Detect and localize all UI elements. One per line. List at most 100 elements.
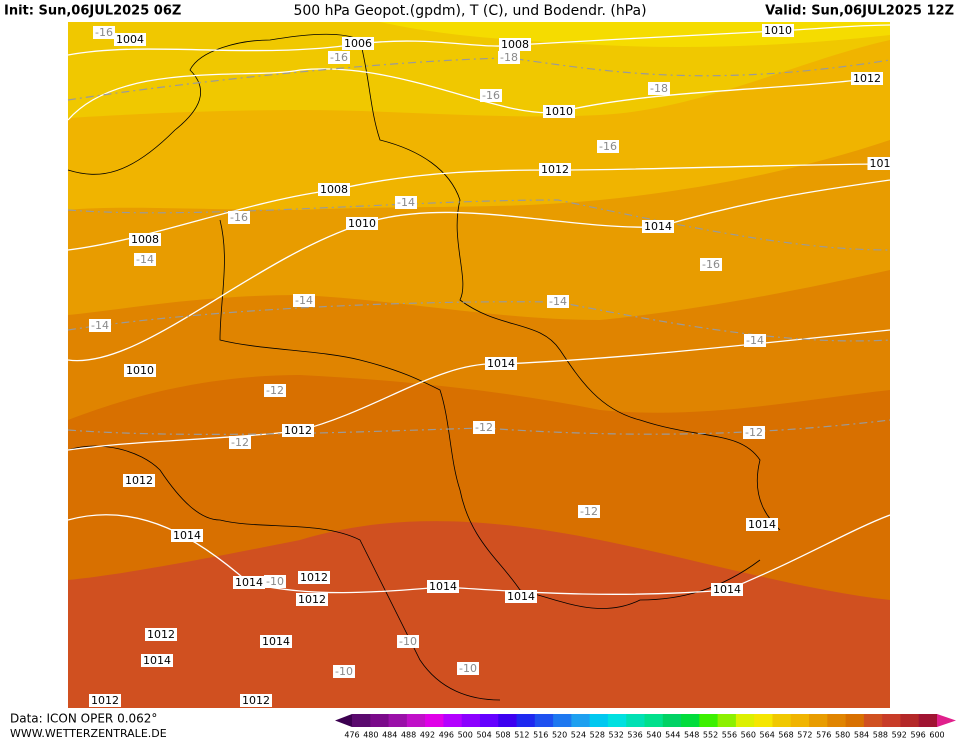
temperature-label: -12: [231, 436, 249, 449]
temperature-label: -10: [459, 662, 477, 675]
init-time: Init: Sun,06JUL2025 06Z: [4, 4, 181, 19]
temperature-label-box: [89, 319, 111, 332]
isobar-label-box: [346, 217, 378, 230]
isobar-label-group: 1012: [539, 163, 571, 176]
temperature-label-box: [743, 426, 765, 439]
isobar-label-box: [114, 33, 146, 46]
scale-label: 540: [646, 731, 661, 740]
isobar-label: 1014: [748, 518, 776, 531]
temperature-label-box: [333, 665, 355, 678]
temperature-label-group: -14: [89, 319, 111, 332]
isobar-label: 1010: [764, 24, 792, 37]
scale-box: [589, 714, 609, 727]
scale-box: [370, 714, 390, 727]
temperature-label-box: [293, 294, 315, 307]
temperature-label-box: [264, 384, 286, 397]
isobar-label: 1008: [501, 38, 529, 51]
temperature-label-group: -10: [264, 575, 286, 588]
temperature-label: -16: [599, 140, 617, 153]
scale-box: [425, 714, 444, 727]
isobar-label-group: 1008: [499, 38, 531, 51]
temperature-label-box: [395, 196, 417, 209]
isobar-label-group: 1014: [141, 654, 173, 667]
scale-label: 548: [684, 731, 699, 740]
temperature-label-box: [93, 26, 115, 39]
temperature-label: -14: [91, 319, 109, 332]
temperature-label-group: -14: [395, 196, 417, 209]
temperature-label-group: -12: [229, 436, 251, 449]
isobar-label-group: 1012: [851, 72, 883, 85]
isobar-label-box: [543, 105, 575, 118]
isobar-label-box: [89, 694, 121, 707]
scale-label: 568: [778, 731, 793, 740]
isobar-label-group: 1014: [711, 583, 743, 596]
scale-label: 596: [910, 731, 925, 740]
isobar-label-box: [499, 38, 531, 51]
temperature-label-group: -10: [457, 662, 479, 675]
scale-label: 588: [873, 731, 888, 740]
scale-label: 476: [344, 731, 359, 740]
isobar-label-box: [505, 590, 537, 603]
temperature-label: -10: [399, 635, 417, 648]
scale-box: [626, 714, 645, 727]
temperature-label-box: [229, 436, 251, 449]
temperature-label-group: -16: [328, 51, 350, 64]
temperature-label: -12: [266, 384, 284, 397]
temperature-label-box: [328, 51, 350, 64]
scale-label: 572: [797, 731, 812, 740]
isobar-label: 1012: [541, 163, 569, 176]
isobar-label: 1012: [300, 571, 328, 584]
scale-box: [699, 714, 719, 727]
scale-box: [681, 714, 700, 727]
color-scale: 476 480 484 488 492 496 500 504 508 512 516 520 524 5…: [335, 714, 956, 740]
temperature-label-box: [744, 334, 766, 347]
isobar-label-box: [427, 580, 459, 593]
temperature-label-group: -14: [134, 253, 156, 266]
temperature-label-box: [648, 82, 670, 95]
isobar-label-box: [851, 72, 883, 85]
temperature-label-group: -16: [480, 89, 502, 102]
temperature-label-group: -14: [547, 295, 569, 308]
temperature-label: -14: [397, 196, 415, 209]
isobar-label-group: 1010: [762, 24, 794, 37]
temperature-label: -18: [500, 51, 518, 64]
scale-label: 592: [892, 731, 907, 740]
temperature-label: -18: [650, 82, 668, 95]
temperature-label: -14: [746, 334, 764, 347]
isobar-label-box: [642, 220, 674, 233]
isobar-label-box: [129, 233, 161, 246]
isobar-label-box: [240, 694, 272, 707]
scale-box: [553, 714, 572, 727]
isobar-label-box: [260, 635, 292, 648]
temperature-label-group: -12: [743, 426, 765, 439]
isobar-label-group: 1012: [145, 628, 177, 641]
isobar-label: 1012: [242, 694, 270, 707]
temperature-label-box: [397, 635, 419, 648]
isobar-label: 1014: [262, 635, 290, 648]
isobar-label-group: 1008: [129, 233, 161, 246]
isobar-label-group: 101: [867, 157, 893, 170]
isobar-label-group: 1006: [342, 37, 374, 50]
scale-label: 556: [722, 731, 737, 740]
isobar-label-box: [318, 183, 350, 196]
scale-label: 524: [571, 731, 586, 740]
isobar-label: 1010: [348, 217, 376, 230]
scale-label: 504: [476, 731, 491, 740]
isobar-label-group: 1014: [171, 529, 203, 542]
temperature-label: -14: [549, 295, 567, 308]
isobar-label-group: 1012: [298, 571, 330, 584]
scale-label: 516: [533, 731, 548, 740]
scale-box: [717, 714, 737, 727]
map-title: 500 hPa Geopot.(gpdm), T (C), und Bodend…: [293, 3, 646, 19]
temperature-label: -12: [745, 426, 763, 439]
temperature-label-box: [480, 89, 502, 102]
scale-box: [900, 714, 920, 727]
temperature-label-group: -14: [744, 334, 766, 347]
isobar-label: 1014: [644, 220, 672, 233]
isobar-label-group: 1010: [124, 364, 156, 377]
valid-time: Valid: Sun,06JUL2025 12Z: [765, 4, 954, 19]
temperature-label: -12: [580, 505, 598, 518]
temperature-label-group: -16: [228, 211, 250, 224]
scale-box: [443, 714, 463, 727]
